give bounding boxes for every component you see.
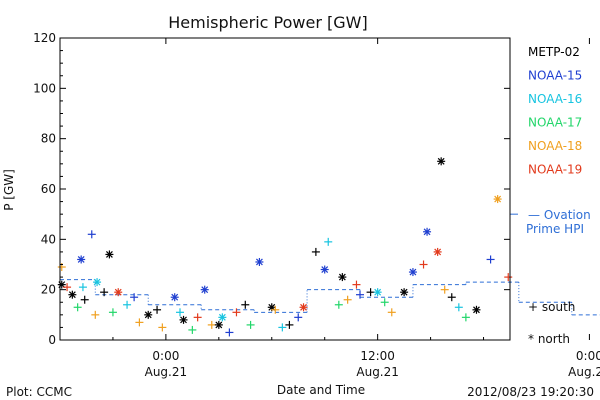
x-tick-date-label: Aug.21 [356,365,399,379]
y-tick-label: 120 [33,31,56,45]
north-point [408,268,417,277]
plot-credit: Plot: CCMC [6,385,72,399]
x-tick-time-label: 0:00 [152,349,179,363]
legend-entry: NOAA-17 [528,116,582,130]
north-point [373,288,382,297]
south-point [324,237,333,246]
south-point [158,323,167,332]
south-point [232,308,241,317]
y-tick-label: 0 [48,333,56,347]
south-point [343,295,352,304]
north-point [218,313,227,322]
ovation-label-line1: — Ovation [528,208,591,222]
south-point [188,325,197,334]
x-tick-time-label: 12:00 [360,349,395,363]
legend-entry: METP-02 [528,45,580,59]
x-tick-date-label: Aug.21 [145,365,188,379]
south-point [63,283,72,292]
south-point [108,308,117,317]
north-point [170,293,179,302]
y-tick-label: 80 [41,132,56,146]
south-point [135,318,144,327]
south-point [366,288,375,297]
south-point [285,320,294,329]
south-point [80,295,89,304]
north-point [255,257,264,266]
north-point [105,250,114,259]
y-tick-label: 40 [41,232,56,246]
south-point [207,320,216,329]
south-point [440,285,449,294]
south-point [504,273,513,282]
x-axis-label: Date and Time [277,383,365,397]
x-axis: 0:00Aug.2112:00Aug.210:00Aug.2212:00Aug.… [59,38,600,379]
north-point [472,305,481,314]
x-tick-date-label: Aug.22 [568,365,600,379]
ovation-prime-hpi-layer [60,213,600,316]
north-point [144,310,153,319]
marker-key-north: * north [528,332,570,346]
south-point [352,280,361,289]
south-point [241,300,250,309]
south-point [454,303,463,312]
ovation-label-line2: Prime HPI [526,222,584,236]
south-point [193,313,202,322]
legend-entry: NOAA-16 [528,92,582,106]
south-point [78,283,87,292]
south-point [387,308,396,317]
north-point [68,290,77,299]
y-tick-label: 20 [41,283,56,297]
north-point [320,265,329,274]
north-point [93,278,102,287]
timestamp: 2012/08/23 19:20:30 [467,385,594,399]
south-point [447,293,456,302]
north-point [114,288,123,297]
north-point [179,315,188,324]
south-point [419,260,428,269]
south-point [176,308,184,317]
y-axis: 0 20 40 60 80 100 120 [33,31,510,347]
north-point [299,303,308,312]
south-point [271,305,280,314]
north-point [493,195,502,204]
south-point [73,303,82,312]
south-point [356,290,364,299]
chart-title: Hemispheric Power [GW] [168,13,367,32]
north-point [437,157,446,166]
north-point [400,288,409,297]
north-point [200,285,209,294]
north-point [423,227,432,236]
south-point [91,310,100,319]
north-point [77,255,86,264]
south-point [334,300,343,309]
south-point [311,247,320,256]
south-point [486,255,495,264]
y-tick-label: 100 [33,81,56,95]
south-point [246,320,255,329]
legend: METP-02 NOAA-15 NOAA-16 NOAA-17 NOAA-18 NOAA-… [528,45,582,177]
legend-entry: NOAA-15 [528,69,582,83]
south-point [123,300,132,309]
south-point [380,298,389,307]
south-point [278,323,287,332]
south-point [461,313,470,322]
north-point [214,320,223,329]
south-point [225,328,234,337]
south-point [130,293,139,302]
y-tick-label: 60 [41,182,56,196]
legend-entry: NOAA-19 [528,163,582,177]
north-point [338,273,347,282]
south-point [87,230,96,239]
legend-entry: NOAA-18 [528,139,582,153]
south-point [294,313,303,322]
south-point [153,305,162,314]
marker-key-south: + south [528,300,575,314]
y-axis-label: P [GW] [2,169,16,211]
south-point [100,288,109,297]
north-point [433,247,442,256]
x-tick-time-label: 0:00 [576,349,600,363]
